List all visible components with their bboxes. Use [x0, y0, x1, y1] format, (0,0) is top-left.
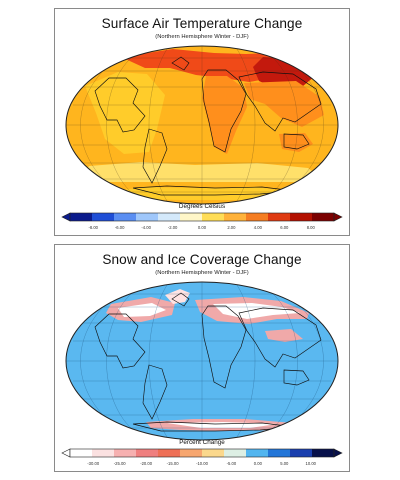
snow-ice-colorbar [61, 448, 343, 458]
snow-ice-map [65, 281, 339, 441]
colorbar-swatch [70, 213, 93, 221]
snow-ice-tick-row: -30.00 -25.00 -20.00 -15.00 -10.00 -5.00… [55, 461, 349, 469]
snow-asia-patch [265, 329, 303, 342]
tick-label: 6.00 [280, 225, 289, 230]
colorbar-swatch [312, 449, 335, 457]
colorbar-swatch [246, 449, 269, 457]
colorbar-swatch [224, 213, 247, 221]
panel-title: Surface Air Temperature Change [101, 16, 303, 31]
colorbar-swatch [312, 213, 335, 221]
colorbar-frame [69, 212, 335, 222]
temperature-southern-band [77, 162, 325, 182]
colorbar-left-arrow [61, 448, 71, 458]
temperature-map [65, 45, 339, 205]
tick-label: -25.00 [113, 461, 126, 466]
colorbar-swatch [268, 213, 291, 221]
tick-label: -20.00 [140, 461, 153, 466]
colorbar-swatch [290, 449, 313, 457]
tick-label: -15.00 [166, 461, 179, 466]
tick-label: 4.00 [253, 225, 262, 230]
colorbar-right-arrow [333, 212, 343, 222]
panel-subtitle: (Northern Hemisphere Winter - DJF) [155, 34, 249, 40]
colorbar-swatch [180, 213, 203, 221]
colorbar-swatch [136, 213, 159, 221]
colorbar-swatch [136, 449, 159, 457]
temperature-antarctic-band [106, 187, 297, 200]
temperature-panel: Surface Air Temperature Change (Northern… [54, 8, 350, 236]
tick-label: -8.00 [88, 225, 98, 230]
snow-greenland-patch [165, 289, 190, 304]
tick-label: -5.00 [226, 461, 237, 466]
colorbar-swatch [268, 449, 291, 457]
legend-title: Percent Change [179, 439, 225, 446]
colorbar-frame [69, 448, 335, 458]
tick-label: 5.00 [280, 461, 289, 466]
temperature-west-land [85, 72, 165, 154]
colorbar-right-arrow [333, 448, 343, 458]
colorbar-swatch [70, 449, 93, 457]
colorbar-swatch [202, 213, 225, 221]
colorbar-swatch [246, 213, 269, 221]
tick-label: -30.00 [87, 461, 100, 466]
tick-label: -10.00 [196, 461, 208, 466]
colorbar-swatch [180, 449, 203, 457]
colorbar-swatch [114, 449, 137, 457]
tick-label: 0.00 [253, 461, 262, 466]
colorbar-swatch [158, 449, 181, 457]
panel-title: Snow and Ice Coverage Change [102, 252, 302, 267]
tick-label: -6.00 [114, 225, 125, 230]
snow-ice-panel: Snow and Ice Coverage Change (Northern H… [54, 244, 350, 472]
colorbar-swatch [290, 213, 313, 221]
tick-label: -2.00 [167, 225, 178, 230]
colorbar-swatch [224, 449, 247, 457]
temperature-colorbar [61, 212, 343, 222]
tick-label: 10.00 [305, 461, 317, 466]
tick-label: 2.00 [227, 225, 236, 230]
panel-subtitle: (Northern Hemisphere Winter - DJF) [155, 270, 249, 276]
legend-title: Degrees Celsius [178, 203, 226, 210]
colorbar-swatch [92, 213, 115, 221]
snow-north-america-core [118, 303, 166, 317]
colorbar-swatch [158, 213, 181, 221]
colorbar-left-arrow [61, 212, 71, 222]
colorbar-swatch [114, 213, 137, 221]
temperature-tick-row: -8.00 -6.00 -4.00 -2.00 0.00 2.00 4.00 6… [55, 225, 349, 233]
temperature-africa-area [202, 76, 247, 154]
tick-label: 0.00 [197, 225, 207, 230]
colorbar-swatch [202, 449, 225, 457]
tick-label: -4.00 [141, 225, 151, 230]
tick-label: 8.00 [306, 225, 315, 230]
colorbar-swatch [92, 449, 115, 457]
